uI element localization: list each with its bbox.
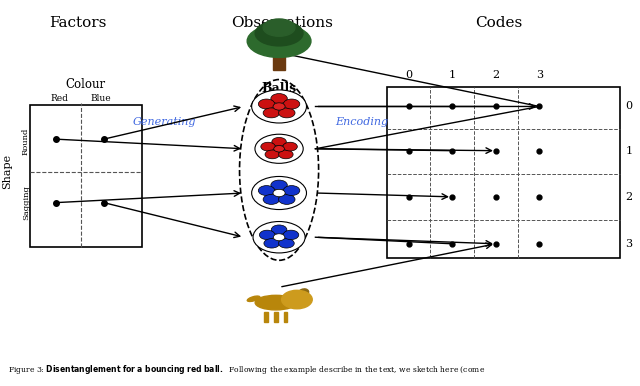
Circle shape: [282, 290, 312, 309]
Circle shape: [283, 230, 299, 240]
Circle shape: [264, 239, 280, 248]
Ellipse shape: [255, 21, 303, 46]
Circle shape: [278, 195, 295, 204]
Text: Generating: Generating: [132, 117, 196, 127]
Text: 3: 3: [536, 69, 543, 80]
Text: Observations: Observations: [231, 16, 333, 30]
Ellipse shape: [255, 295, 296, 310]
Bar: [273, 49, 285, 70]
Text: Figure 3: $\bf{Disentanglement\ for\ a\ bouncing\ red\ ball.}$  Following the ex: Figure 3: $\bf{Disentanglement\ for\ a\ …: [8, 363, 485, 376]
Circle shape: [263, 195, 280, 204]
Circle shape: [284, 99, 300, 109]
Text: Encoding: Encoding: [335, 117, 388, 127]
Circle shape: [284, 186, 300, 195]
Text: Colour: Colour: [66, 78, 106, 91]
Text: 3: 3: [625, 239, 632, 249]
Ellipse shape: [247, 296, 260, 301]
Text: 1: 1: [448, 69, 456, 80]
Bar: [387, 87, 620, 258]
Circle shape: [278, 239, 294, 248]
Text: Round: Round: [22, 127, 30, 155]
Circle shape: [255, 134, 303, 163]
Text: Factors: Factors: [49, 16, 107, 30]
Ellipse shape: [263, 19, 295, 36]
Circle shape: [271, 93, 287, 103]
Circle shape: [274, 146, 284, 152]
Text: Balls: Balls: [262, 82, 297, 95]
Circle shape: [273, 103, 285, 110]
Text: 0: 0: [405, 69, 412, 80]
Circle shape: [271, 225, 287, 234]
Ellipse shape: [247, 25, 311, 58]
Circle shape: [278, 150, 293, 159]
Ellipse shape: [298, 289, 308, 297]
Circle shape: [278, 108, 295, 118]
Circle shape: [259, 230, 275, 240]
Circle shape: [263, 108, 280, 118]
Circle shape: [253, 222, 305, 253]
Bar: [284, 312, 287, 322]
Circle shape: [265, 150, 280, 159]
Circle shape: [272, 137, 286, 146]
Bar: [31, 105, 142, 247]
Circle shape: [273, 190, 285, 196]
Circle shape: [271, 180, 287, 190]
Circle shape: [261, 142, 275, 151]
Text: Blue: Blue: [90, 94, 111, 103]
Circle shape: [259, 186, 275, 195]
Text: Shape: Shape: [2, 154, 12, 190]
Circle shape: [283, 142, 298, 151]
Text: Red: Red: [50, 94, 68, 103]
Text: 2: 2: [625, 192, 632, 202]
Circle shape: [259, 99, 275, 109]
Text: 1: 1: [625, 146, 632, 156]
Bar: [264, 312, 268, 322]
Text: Codes: Codes: [476, 16, 523, 30]
Circle shape: [252, 176, 307, 210]
Circle shape: [273, 234, 285, 241]
Text: Sagging: Sagging: [22, 185, 30, 220]
Text: 2: 2: [492, 69, 499, 80]
Bar: [274, 312, 278, 322]
Text: 0: 0: [625, 102, 632, 112]
Circle shape: [252, 90, 307, 123]
